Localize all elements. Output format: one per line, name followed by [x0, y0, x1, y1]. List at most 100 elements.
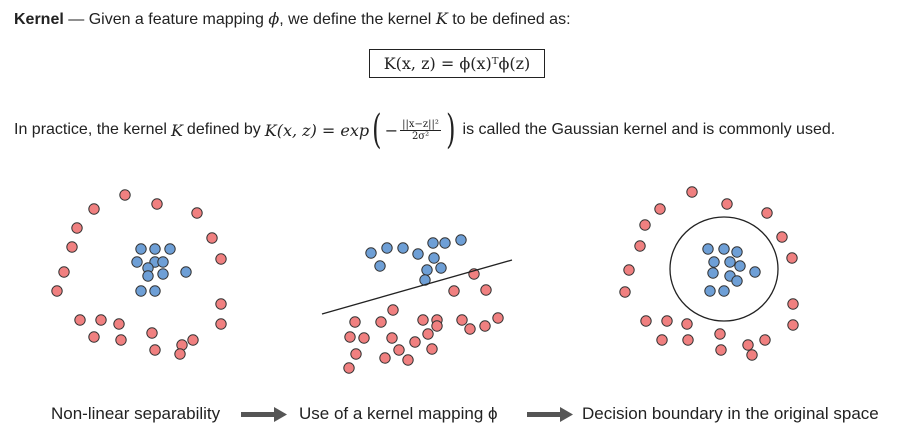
definition-text-3: to be defined as:: [447, 11, 571, 28]
red-point: [786, 252, 798, 264]
red-point: [417, 314, 429, 326]
blue-point: [381, 242, 393, 254]
red-point: [215, 318, 227, 330]
blue-point: [439, 237, 451, 249]
red-point: [206, 232, 218, 244]
red-point: [358, 332, 370, 344]
blue-point: [427, 237, 439, 249]
red-point: [464, 323, 476, 335]
red-point: [215, 253, 227, 265]
gaussian-prefix: In practice, the kernel: [14, 121, 167, 138]
red-point: [151, 198, 163, 210]
blue-point: [412, 248, 424, 260]
right-arrow-icon: [527, 407, 573, 422]
blue-point: [734, 260, 746, 272]
red-point: [95, 314, 107, 326]
blue-point: [149, 285, 161, 297]
gaussian-kernel-sentence: In practice, the kernel K defined by K(x…: [14, 110, 835, 150]
red-point: [379, 352, 391, 364]
red-point: [479, 320, 491, 332]
blue-point: [135, 243, 147, 255]
kernel-definition: Kernel — Given a feature mapping ϕ, we d…: [14, 9, 571, 29]
red-point: [640, 315, 652, 327]
red-point: [215, 298, 227, 310]
red-point: [634, 240, 646, 252]
gaussian-mid: defined by: [186, 121, 261, 138]
caption-decision-boundary: Decision boundary in the original space: [582, 404, 879, 423]
red-point: [776, 231, 788, 243]
red-point: [88, 331, 100, 343]
red-point: [787, 298, 799, 310]
red-point: [66, 241, 78, 253]
blue-point: [718, 243, 730, 255]
fraction-denominator: 2σ²: [411, 130, 430, 142]
red-point: [88, 203, 100, 215]
blue-point: [374, 260, 386, 272]
red-point: [174, 348, 186, 360]
definition-text-1: — Given a feature mapping: [63, 11, 269, 28]
red-point: [375, 316, 387, 328]
kernel-formula: K(x, z) = ϕ(x)ᵀϕ(z): [369, 49, 545, 78]
red-point: [787, 319, 799, 331]
red-point: [51, 285, 63, 297]
red-point: [119, 189, 131, 201]
red-point: [759, 334, 771, 346]
kernel-formula-text: K(x, z) = ϕ(x)ᵀϕ(z): [383, 54, 531, 73]
red-point: [654, 203, 666, 215]
red-point: [682, 334, 694, 346]
definition-text-2: , we define the kernel: [279, 11, 436, 28]
blue-point: [749, 266, 761, 278]
red-point: [149, 344, 161, 356]
red-point: [343, 362, 355, 374]
red-point: [492, 312, 504, 324]
k-symbol: K: [435, 9, 448, 28]
red-point: [426, 343, 438, 355]
blue-point: [131, 256, 143, 268]
right-arrow-icon: [241, 407, 287, 422]
red-point: [71, 222, 83, 234]
kernel-illustration: [51, 186, 799, 374]
blue-point: [704, 285, 716, 297]
caption-non-linear: Non-linear separability: [51, 404, 221, 423]
blue-point: [708, 256, 720, 268]
red-point: [350, 348, 362, 360]
blue-point: [421, 264, 433, 276]
gaussian-lhs: K(x, z) = exp: [264, 120, 370, 140]
red-point: [715, 344, 727, 356]
red-point: [686, 186, 698, 198]
red-point: [349, 316, 361, 328]
red-point: [746, 349, 758, 361]
blue-point: [718, 285, 730, 297]
fraction-numerator: ||x−z||²: [400, 118, 441, 131]
red-point: [344, 331, 356, 343]
red-point: [402, 354, 414, 366]
minus-sign: −: [384, 120, 399, 140]
left-paren: (: [372, 107, 382, 153]
gaussian-fraction: ||x−z||² 2σ²: [400, 119, 441, 142]
blue-point: [724, 256, 736, 268]
red-point: [619, 286, 631, 298]
red-point: [761, 207, 773, 219]
blue-point: [397, 242, 409, 254]
red-point: [721, 198, 733, 210]
right-paren: ): [446, 107, 456, 153]
red-point: [387, 304, 399, 316]
red-point: [58, 266, 70, 278]
blue-point: [135, 285, 147, 297]
caption-kernel-mapping: Use of a kernel mapping ϕ: [299, 404, 498, 423]
k-symbol-2: K: [170, 120, 183, 140]
red-point: [191, 207, 203, 219]
blue-point: [702, 243, 714, 255]
blue-point: [731, 246, 743, 258]
blue-point: [149, 243, 161, 255]
blue-point: [157, 256, 169, 268]
phi-symbol: ϕ: [268, 9, 280, 28]
red-point: [74, 314, 86, 326]
red-point: [431, 320, 443, 332]
blue-point: [157, 268, 169, 280]
decision-boundary-circle: [669, 216, 779, 322]
gaussian-formula: K(x, z) = exp ( − ||x−z||² 2σ² ): [265, 110, 459, 150]
red-point: [409, 336, 421, 348]
red-point: [661, 315, 673, 327]
red-point: [115, 334, 127, 346]
